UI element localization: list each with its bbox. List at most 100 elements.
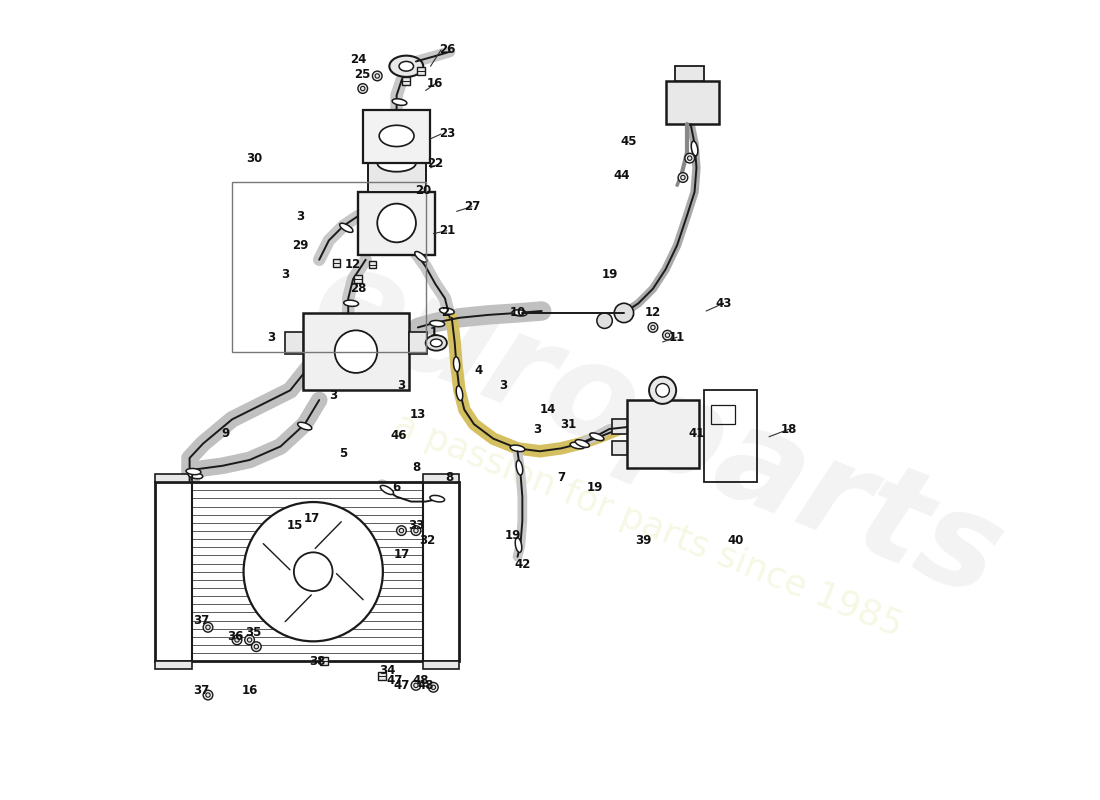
Text: 37: 37 [194,614,209,627]
Text: 31: 31 [561,418,576,430]
Circle shape [397,526,406,535]
Circle shape [678,173,688,182]
Circle shape [232,635,242,645]
Text: 21: 21 [439,224,455,238]
Circle shape [361,86,365,90]
Ellipse shape [430,339,442,346]
Bar [333,258,341,266]
Circle shape [597,313,613,329]
Text: 18: 18 [781,422,798,435]
Ellipse shape [426,335,447,350]
Circle shape [234,638,239,642]
Text: 8: 8 [411,462,420,474]
Circle shape [377,204,416,242]
Ellipse shape [378,139,415,154]
Bar [666,81,718,124]
Text: 14: 14 [539,403,556,416]
Text: 10: 10 [509,306,526,319]
Ellipse shape [340,223,353,232]
Text: 3: 3 [267,330,275,344]
Ellipse shape [516,460,522,475]
Text: 42: 42 [514,558,530,571]
Circle shape [666,333,670,338]
Circle shape [389,139,405,154]
Bar [613,441,627,455]
Text: 9: 9 [221,427,230,440]
Text: 48: 48 [417,679,433,692]
Text: 3: 3 [499,379,507,392]
Circle shape [685,154,694,163]
Text: 19: 19 [602,268,617,281]
Bar [675,66,704,81]
Text: 7: 7 [557,471,565,484]
Circle shape [649,377,676,404]
Text: 17: 17 [304,513,320,526]
Circle shape [244,635,254,645]
Bar [320,658,328,665]
Ellipse shape [453,357,460,372]
Circle shape [411,681,421,690]
Text: 33: 33 [408,519,425,532]
Ellipse shape [570,442,585,449]
Text: 4: 4 [475,365,483,378]
Circle shape [243,502,383,642]
Circle shape [681,175,685,180]
Text: 26: 26 [439,43,455,56]
Circle shape [206,625,210,630]
Circle shape [204,622,212,632]
Bar [358,192,436,255]
Circle shape [334,330,377,373]
Bar [422,661,460,669]
Circle shape [414,683,418,687]
Text: 47: 47 [386,674,403,687]
Circle shape [375,74,379,78]
Circle shape [358,84,367,94]
Ellipse shape [399,62,414,71]
Text: 12: 12 [345,258,361,271]
Ellipse shape [415,251,427,262]
Circle shape [294,552,332,591]
Text: a passion for parts since 1985: a passion for parts since 1985 [388,408,907,644]
Text: 1: 1 [429,326,438,338]
Bar [302,313,409,390]
Text: 3: 3 [330,389,338,402]
Text: 11: 11 [669,330,685,344]
Text: 34: 34 [378,664,395,678]
Text: 44: 44 [614,169,630,182]
Text: europarts: europarts [296,234,1020,625]
Ellipse shape [515,538,521,553]
Text: 35: 35 [245,626,262,638]
Bar [368,261,376,269]
Text: 25: 25 [354,67,371,81]
Circle shape [373,71,382,81]
Text: 48: 48 [412,674,429,687]
Text: 3: 3 [532,422,541,435]
Text: 17: 17 [394,548,409,562]
Ellipse shape [343,300,359,306]
Circle shape [414,529,418,533]
Text: 43: 43 [715,297,732,310]
Text: 19: 19 [505,529,521,542]
Bar [367,163,426,192]
Circle shape [248,638,252,642]
Bar [363,110,430,163]
Text: 41: 41 [689,427,705,440]
Bar [232,182,426,352]
Ellipse shape [298,422,311,430]
Bar [354,275,362,283]
Text: 12: 12 [645,306,661,319]
Ellipse shape [590,433,604,441]
Text: 19: 19 [586,481,603,494]
Bar [285,332,303,354]
Bar [422,474,460,482]
Ellipse shape [456,386,463,401]
Text: 36: 36 [227,630,243,643]
Ellipse shape [575,440,590,447]
Text: 39: 39 [635,534,651,546]
Circle shape [429,682,438,692]
Ellipse shape [381,486,394,494]
Ellipse shape [512,310,527,316]
Text: 37: 37 [194,684,209,697]
Ellipse shape [377,154,416,172]
Ellipse shape [691,141,697,156]
